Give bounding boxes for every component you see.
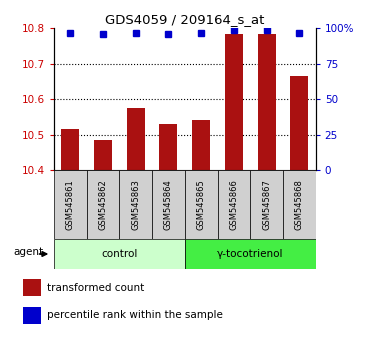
Bar xyxy=(54,239,185,269)
Bar xyxy=(218,170,250,239)
Bar xyxy=(250,170,283,239)
Text: percentile rank within the sample: percentile rank within the sample xyxy=(47,310,223,320)
Bar xyxy=(87,170,119,239)
Title: GDS4059 / 209164_s_at: GDS4059 / 209164_s_at xyxy=(105,13,264,26)
Text: agent: agent xyxy=(13,247,44,257)
Bar xyxy=(283,170,316,239)
Text: GSM545868: GSM545868 xyxy=(295,179,304,230)
Bar xyxy=(159,124,177,170)
Text: GSM545865: GSM545865 xyxy=(197,179,206,230)
Bar xyxy=(22,307,40,324)
Text: GSM545866: GSM545866 xyxy=(229,179,238,230)
Text: GSM545862: GSM545862 xyxy=(99,179,107,230)
Bar xyxy=(127,108,145,170)
Bar xyxy=(290,76,308,170)
Text: transformed count: transformed count xyxy=(47,283,144,293)
Bar xyxy=(94,140,112,170)
Text: GSM545867: GSM545867 xyxy=(262,179,271,230)
Bar xyxy=(22,279,40,296)
Bar xyxy=(61,129,79,170)
Bar xyxy=(258,34,276,170)
Bar xyxy=(119,170,152,239)
Text: GSM545864: GSM545864 xyxy=(164,179,173,230)
Text: control: control xyxy=(101,249,137,259)
Text: GSM545863: GSM545863 xyxy=(131,179,140,230)
Bar xyxy=(185,170,218,239)
Bar xyxy=(225,34,243,170)
Bar xyxy=(192,120,210,170)
Text: GSM545861: GSM545861 xyxy=(66,179,75,230)
Bar xyxy=(152,170,185,239)
Bar xyxy=(54,170,87,239)
Bar xyxy=(185,239,316,269)
Text: γ-tocotrienol: γ-tocotrienol xyxy=(217,249,283,259)
